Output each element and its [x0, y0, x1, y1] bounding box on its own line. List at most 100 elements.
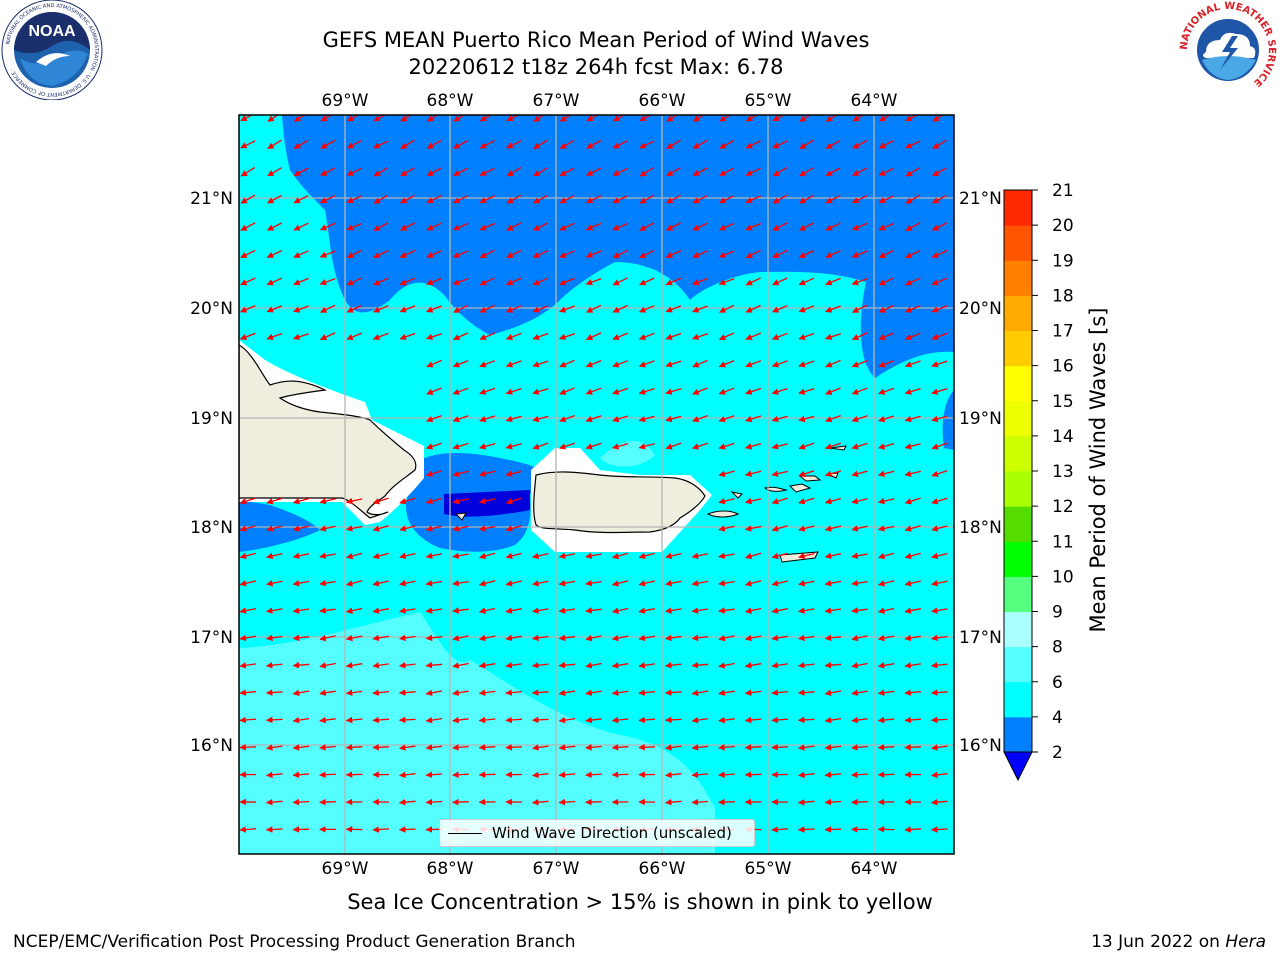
wave-direction-arrow	[452, 470, 469, 477]
wave-direction-arrow	[825, 250, 841, 258]
wave-direction-arrow	[373, 249, 389, 259]
wave-direction-arrow	[267, 139, 282, 150]
wave-direction-arrow	[532, 305, 549, 313]
wave-direction-arrow	[293, 305, 309, 313]
lat-label-left-21n: 21°N	[190, 189, 233, 209]
wave-direction-arrow	[586, 167, 602, 177]
lon-label-bottom-64w: 64°W	[851, 859, 898, 879]
wave-direction-arrow	[293, 167, 309, 177]
wave-direction-arrow	[691, 716, 709, 724]
wave-direction-arrow	[453, 195, 469, 204]
wave-direction-arrow	[851, 359, 868, 368]
wave-direction-arrow	[744, 525, 762, 532]
wave-direction-arrow	[718, 716, 735, 724]
wave-direction-arrow	[452, 222, 469, 231]
wave-direction-arrow	[426, 414, 442, 423]
wave-direction-arrow	[320, 304, 336, 313]
wave-direction-arrow	[479, 277, 495, 286]
wave-direction-arrow	[719, 115, 732, 122]
wave-direction-arrow	[373, 305, 389, 313]
wave-direction-arrow	[612, 415, 629, 423]
colorbar-tick-label: 20	[1052, 216, 1074, 236]
wave-direction-arrow	[400, 167, 415, 177]
colorbar-segment	[1004, 400, 1032, 437]
wave-direction-arrow	[798, 525, 815, 532]
wave-direction-arrow	[345, 634, 363, 642]
wave-direction-arrow	[425, 798, 443, 806]
wave-direction-arrow	[772, 115, 786, 122]
wave-direction-arrow	[611, 744, 629, 751]
lon-label-bottom-69w: 69°W	[322, 859, 369, 879]
wave-direction-arrow	[585, 415, 602, 423]
wave-direction-arrow	[452, 662, 469, 669]
wave-direction-arrow	[824, 661, 842, 669]
wave-direction-arrow	[239, 607, 257, 614]
wave-direction-arrow	[877, 470, 895, 477]
wave-direction-arrow	[373, 115, 387, 122]
colorbar-tick-label: 15	[1052, 392, 1074, 412]
wave-direction-arrow	[479, 387, 496, 395]
wave-direction-arrow	[772, 305, 788, 313]
lon-label-top-68w: 68°W	[427, 91, 474, 111]
wave-direction-arrow	[479, 195, 495, 204]
wave-direction-arrow	[293, 139, 309, 149]
wave-direction-arrow	[904, 332, 921, 341]
wave-direction-arrow	[398, 716, 416, 724]
wave-direction-arrow	[266, 497, 283, 505]
wave-direction-arrow	[452, 387, 469, 395]
wave-direction-arrow	[612, 332, 629, 341]
wave-direction-arrow	[931, 222, 947, 231]
wave-direction-arrow	[744, 744, 762, 751]
wave-direction-arrow	[878, 387, 895, 395]
wave-direction-arrow	[452, 552, 469, 559]
wave-direction-arrow	[665, 360, 682, 368]
wave-direction-arrow	[373, 194, 389, 204]
wave-direction-arrow	[505, 634, 523, 642]
wave-direction-arrow	[878, 222, 895, 231]
wave-direction-arrow	[718, 222, 735, 231]
lat-label-right-18n: 18°N	[959, 518, 1002, 538]
wave-direction-arrow	[745, 304, 761, 313]
wave-direction-arrow	[745, 115, 759, 122]
wave-direction-arrow	[824, 798, 842, 806]
wave-direction-arrow	[319, 332, 336, 341]
wave-direction-arrow	[346, 195, 362, 204]
wave-direction-arrow	[426, 115, 439, 122]
wave-direction-arrow	[638, 387, 655, 395]
colorbar-tick-label: 18	[1052, 286, 1074, 306]
legend-line-icon	[448, 832, 482, 834]
wave-direction-arrow	[319, 607, 336, 614]
wave-direction-arrow	[479, 249, 495, 259]
wave-direction-arrow	[585, 579, 602, 587]
colorbar-segment	[1004, 681, 1032, 718]
wave-direction-arrow	[532, 250, 549, 258]
wave-direction-arrow	[239, 580, 256, 587]
wave-direction-arrow	[399, 771, 416, 779]
wave-direction-arrow	[931, 415, 948, 423]
wave-direction-arrow	[478, 771, 496, 778]
colorbar-segment	[1004, 190, 1032, 226]
wave-direction-arrow	[559, 414, 575, 423]
wave-direction-arrow	[426, 387, 442, 395]
wave-direction-arrow	[691, 744, 709, 751]
wave-direction-arrow	[825, 305, 841, 313]
wave-direction-arrow	[825, 359, 841, 368]
wave-direction-arrow	[851, 771, 868, 778]
wave-direction-arrow	[506, 115, 520, 122]
wave-direction-arrow	[665, 305, 682, 313]
wave-direction-arrow	[319, 798, 336, 806]
footer-credit: NCEP/EMC/Verification Post Processing Pr…	[13, 932, 576, 952]
wave-direction-arrow	[478, 580, 496, 587]
wave-direction-arrow	[399, 305, 416, 313]
wave-direction-arrow	[692, 195, 708, 204]
wave-direction-arrow	[239, 716, 257, 724]
wave-direction-arrow	[559, 305, 575, 313]
wave-direction-arrow	[399, 497, 416, 505]
wave-direction-arrow	[239, 826, 257, 833]
wave-direction-arrow	[665, 552, 682, 560]
wave-direction-arrow	[319, 689, 336, 696]
wind-wave-arrows	[239, 115, 948, 833]
wave-direction-arrow	[426, 359, 442, 368]
wave-direction-arrow	[719, 139, 735, 149]
lon-label-top-66w: 66°W	[639, 91, 686, 111]
